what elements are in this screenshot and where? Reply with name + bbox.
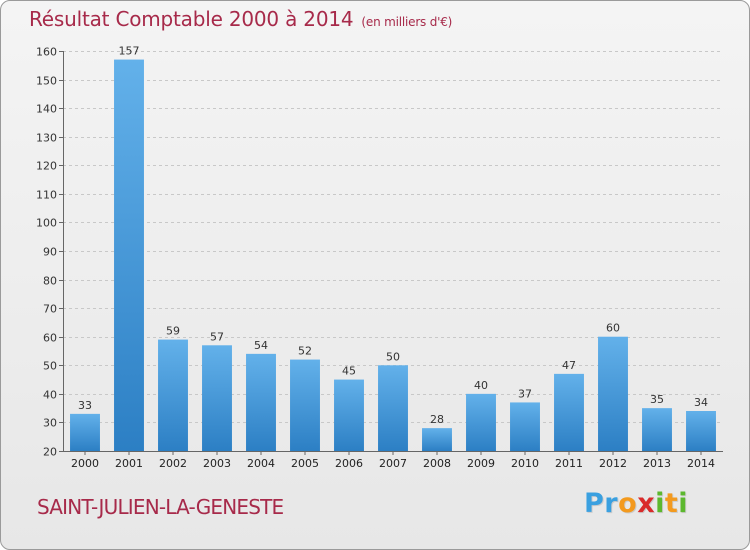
bar-2012 [598, 336, 628, 451]
x-tick-label: 2014 [687, 457, 715, 470]
logo-letter: r [604, 488, 619, 519]
bar-2008 [422, 428, 452, 451]
x-tick-label: 2002 [159, 457, 187, 470]
x-tick-label: 2009 [467, 457, 495, 470]
x-tick-label: 2007 [379, 457, 407, 470]
y-tick-label: 140 [36, 103, 57, 116]
value-label: 35 [650, 393, 664, 406]
y-axis: 20 30 40 50 60 70 80 90 100 110 120 130 140 150 160 [36, 46, 64, 459]
chart-title: Résultat Comptable 2000 à 2014 (en millie… [29, 7, 452, 31]
value-label: 52 [298, 345, 312, 358]
y-tick-label: 90 [43, 246, 57, 259]
bar-2000 [70, 413, 100, 451]
logo-letter: o [618, 488, 638, 519]
y-tick-label: 80 [43, 275, 57, 288]
bar-2013 [642, 408, 672, 451]
value-label: 33 [78, 399, 92, 412]
y-tick-label: 130 [36, 132, 57, 145]
y-tick-label: 160 [36, 46, 57, 59]
y-tick-label: 30 [43, 417, 57, 430]
chart-title-text: Résultat Comptable 2000 à 2014 [29, 7, 354, 31]
bar-2001 [114, 59, 144, 451]
bar-2003 [202, 345, 232, 451]
x-tick-label: 2012 [599, 457, 627, 470]
y-tick-label: 120 [36, 160, 57, 173]
bar-2006 [334, 379, 364, 451]
value-label: 37 [518, 387, 532, 400]
x-tick-label: 2003 [203, 457, 231, 470]
bar-2009 [466, 393, 496, 451]
logo-letter: i [655, 488, 665, 519]
unit-note: (en milliers d'€) [361, 15, 453, 29]
x-tick-label: 2005 [291, 457, 319, 470]
x-tick-label: 2010 [511, 457, 539, 470]
bars [70, 59, 716, 451]
y-tick-label: 50 [43, 360, 57, 373]
x-tick-label: 2013 [643, 457, 671, 470]
x-tick-label: 2004 [247, 457, 275, 470]
value-label: 34 [694, 396, 708, 409]
y-tick-label: 60 [43, 332, 57, 345]
x-tick-label: 2006 [335, 457, 363, 470]
y-tick-label: 150 [36, 75, 57, 88]
y-tick-label: 110 [36, 189, 57, 202]
value-label: 40 [474, 379, 488, 392]
value-label: 157 [119, 45, 140, 58]
commune-name: SAINT-JULIEN-LA-GENESTE [37, 495, 284, 519]
y-tick-label: 70 [43, 303, 57, 316]
x-tick-label: 2001 [115, 457, 143, 470]
y-tick-label: 40 [43, 389, 57, 402]
bar-2007 [378, 365, 408, 451]
y-tick-label: 100 [36, 217, 57, 230]
bar-2004 [246, 353, 276, 451]
y-tick-label: 20 [43, 446, 57, 459]
value-label: 47 [562, 359, 576, 372]
logo-letter: x [637, 488, 656, 519]
value-label: 54 [254, 339, 268, 352]
x-tick-label: 2011 [555, 457, 583, 470]
x-axis: 2000 2001 2002 2003 2004 2005 2006 2007 2008 2009… [63, 451, 723, 470]
bar-2011 [554, 373, 584, 451]
bar-2010 [510, 402, 540, 451]
value-label: 50 [386, 350, 400, 363]
value-label: 28 [430, 413, 444, 426]
x-tick-label: 2000 [71, 457, 99, 470]
proxiti-logo[interactable]: Proxiti [584, 488, 688, 519]
value-label: 57 [210, 330, 224, 343]
logo-letter: t [664, 488, 679, 519]
value-label: 59 [166, 325, 180, 338]
logo-letter: P [584, 488, 605, 519]
bar-2002 [158, 339, 188, 451]
value-labels: 33 157 59 57 54 52 45 50 28 40 37 47 60 35 34 [78, 45, 708, 427]
value-label: 45 [342, 365, 356, 378]
x-tick-label: 2008 [423, 457, 451, 470]
bar-2014 [686, 411, 716, 451]
bar-2005 [290, 359, 320, 451]
value-label: 60 [606, 322, 620, 335]
logo-letter: i [678, 488, 689, 519]
